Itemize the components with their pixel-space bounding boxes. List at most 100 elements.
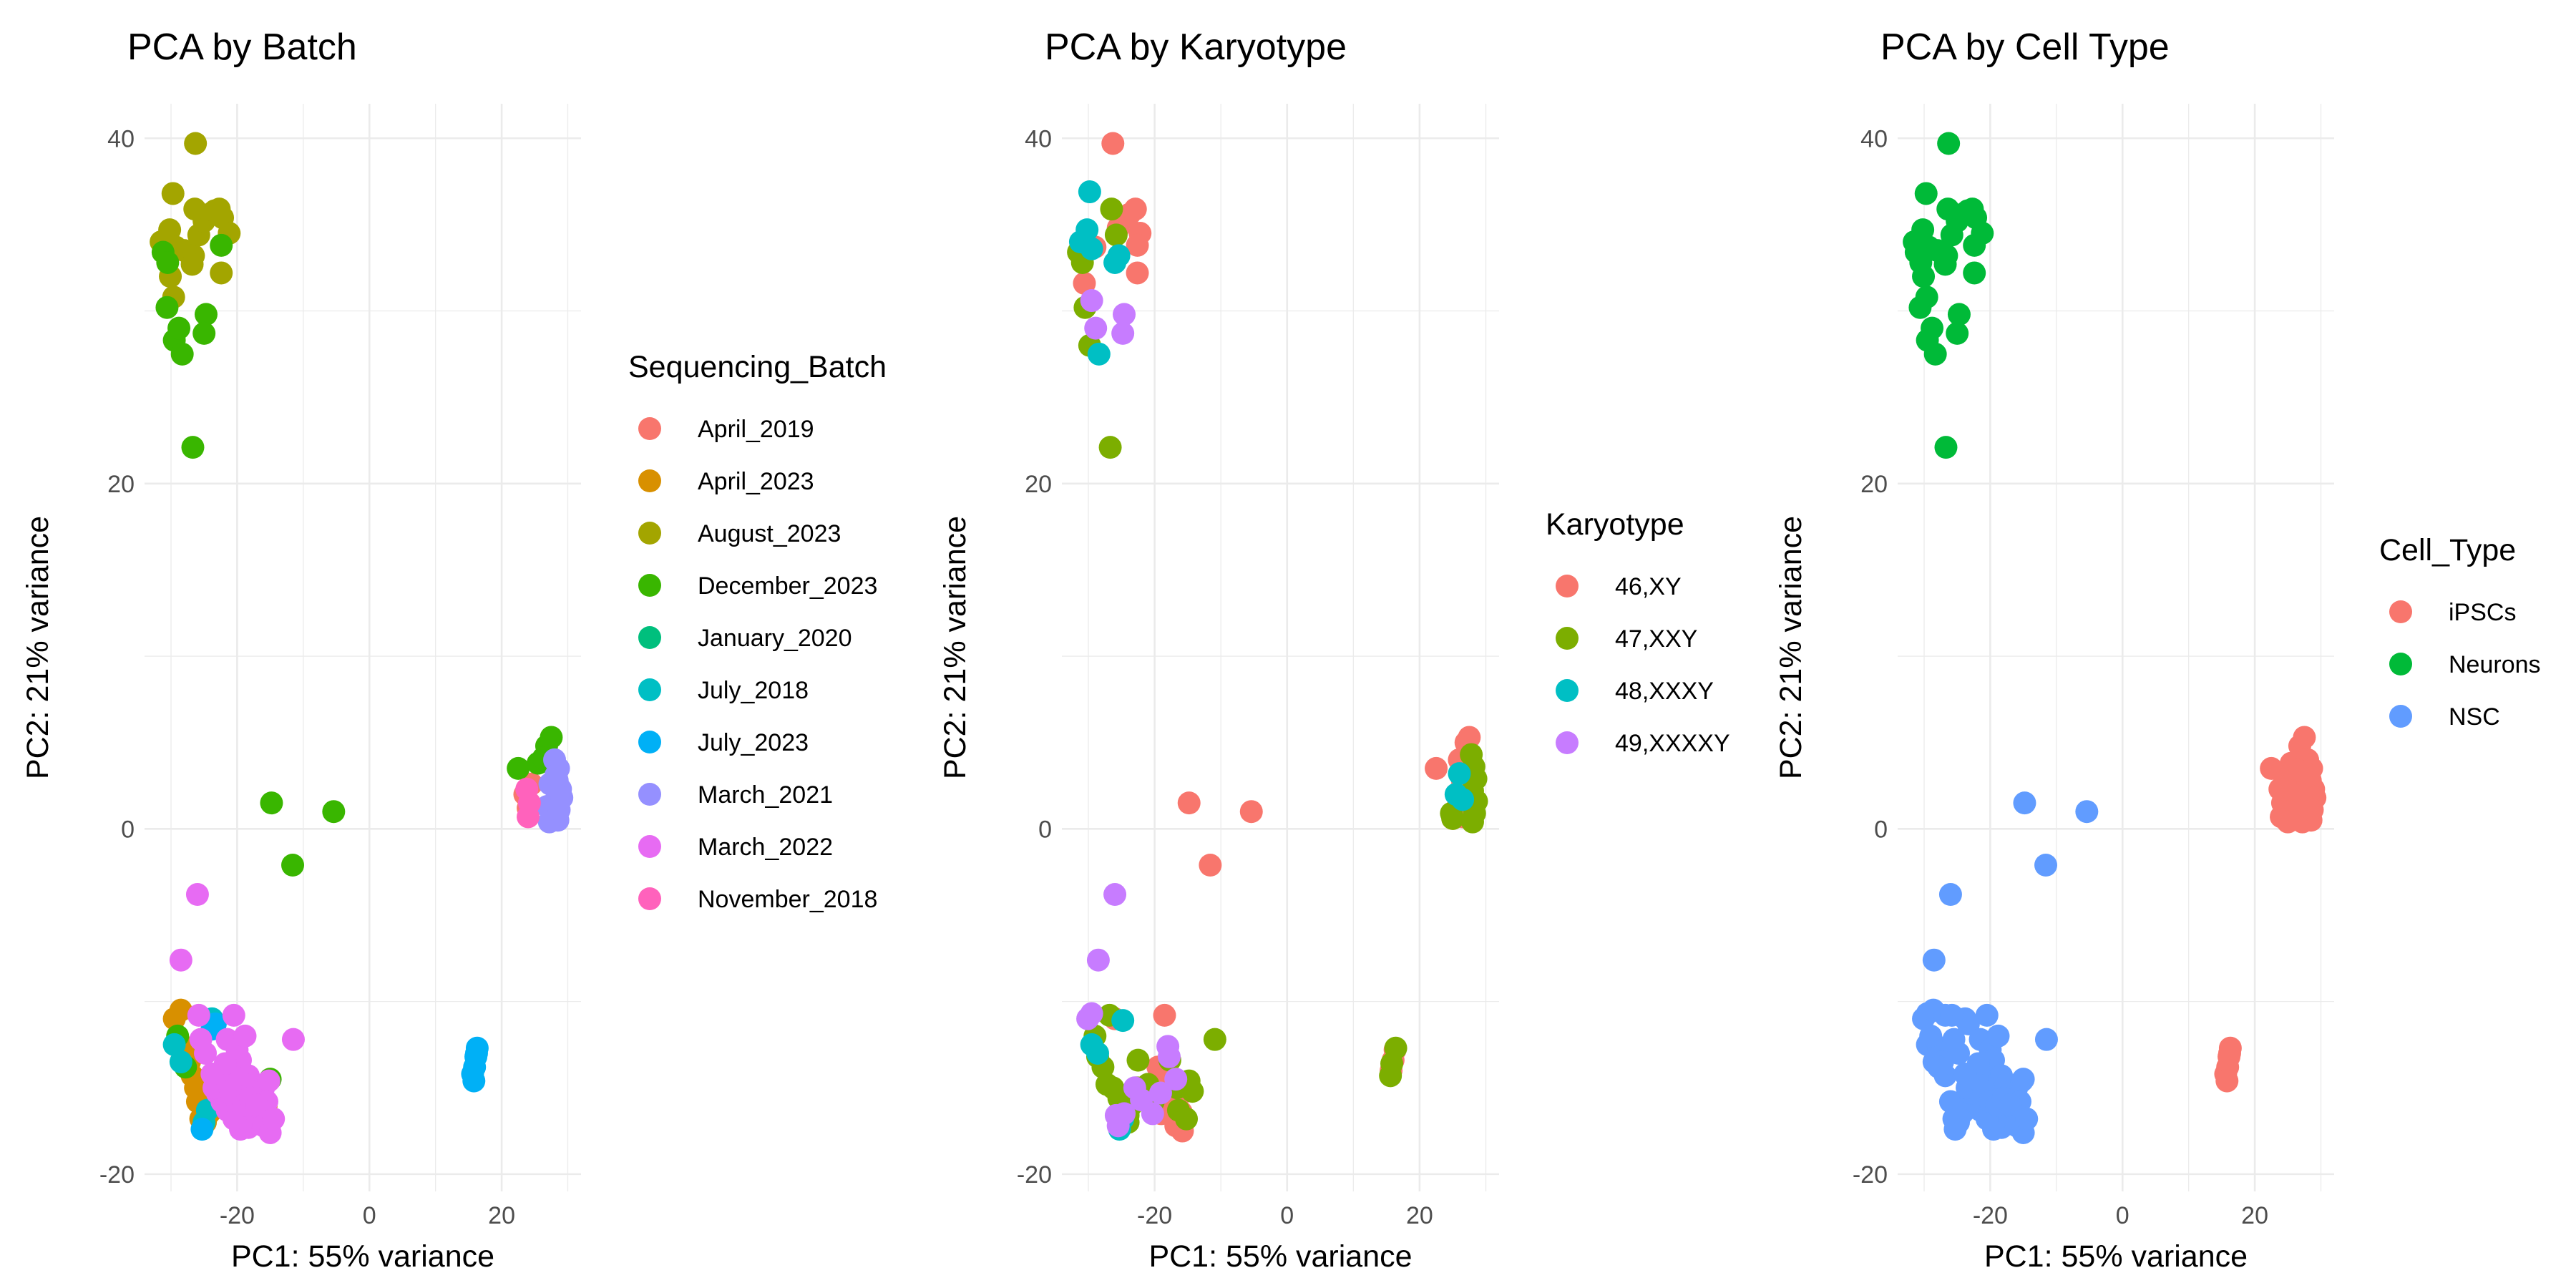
data-point [1239, 800, 1263, 824]
data-points [150, 132, 574, 1144]
data-point [169, 948, 192, 972]
legend-key [1556, 575, 1579, 597]
data-point [1153, 1003, 1176, 1027]
legend-key [1556, 731, 1579, 754]
y-tick-label: 20 [1025, 471, 1052, 498]
data-point [1157, 1045, 1181, 1068]
data-point [1141, 1102, 1164, 1126]
data-point [1458, 726, 1481, 749]
x-tick-label: 0 [1280, 1202, 1294, 1229]
chart-title: PCA by Cell Type [1880, 26, 2170, 68]
data-point [2011, 1068, 2035, 1091]
data-point [1080, 1002, 1103, 1025]
legend-label: January_2020 [698, 625, 852, 652]
data-point [245, 1093, 269, 1117]
data-point [1086, 948, 1110, 972]
data-point [281, 854, 305, 877]
data-point [1927, 1055, 1951, 1079]
legend-key [2389, 705, 2412, 728]
data-point [189, 1028, 213, 1051]
data-point [185, 883, 209, 907]
data-point [462, 1069, 486, 1093]
data-point [1938, 883, 1962, 907]
data-point [210, 233, 233, 257]
data-point [1975, 1003, 1999, 1027]
data-point [2301, 798, 2324, 821]
data-point [181, 436, 205, 459]
legend-key [638, 574, 661, 597]
data-point [281, 1028, 305, 1051]
data-point [1126, 1048, 1150, 1072]
y-tick-label: -20 [99, 1161, 135, 1189]
y-tick-label: -20 [1853, 1161, 1888, 1189]
y-tick-label: 0 [1038, 816, 1052, 843]
legend-label: April_2019 [698, 416, 814, 443]
data-point [544, 763, 567, 787]
data-point [1936, 197, 1960, 221]
data-point [162, 1033, 186, 1056]
x-tick-label: 20 [1406, 1202, 1433, 1229]
legend-label: August_2023 [698, 520, 841, 547]
data-point [1103, 250, 1127, 274]
y-tick-label: 0 [1874, 816, 1888, 843]
data-point [1104, 223, 1128, 247]
y-tick-label: 40 [107, 125, 135, 152]
data-points [1067, 132, 1488, 1143]
legend-key [638, 835, 661, 858]
legend-label: November_2018 [698, 886, 877, 913]
legend-label: July_2023 [698, 729, 809, 756]
legend: Cell_Type iPSCs Neurons NSC [2379, 533, 2541, 731]
data-point [194, 303, 218, 326]
legend-label: March_2022 [698, 834, 833, 861]
data-point [169, 1050, 192, 1074]
data-point [1460, 810, 1484, 834]
data-point [322, 800, 346, 824]
data-point [2215, 1069, 2239, 1093]
data-point [1148, 1081, 1172, 1105]
legend-key [638, 626, 661, 649]
grid [145, 104, 581, 1191]
data-point [1080, 289, 1103, 313]
data-point [161, 182, 185, 205]
data-point [1425, 756, 1448, 780]
data-point [170, 342, 194, 366]
y-tick-label: 0 [121, 816, 135, 843]
data-point [1908, 296, 1932, 319]
legend-key [638, 469, 661, 492]
data-point [2293, 726, 2316, 749]
y-axis-title: PC2: 21% variance [1774, 516, 1808, 779]
x-tick-label: 0 [2116, 1202, 2129, 1229]
data-point [1075, 218, 1099, 242]
legend-key [638, 417, 661, 440]
data-point [233, 1024, 257, 1048]
data-point [1448, 762, 1471, 786]
data-points [1903, 132, 2327, 1144]
data-point [1111, 1009, 1135, 1033]
data-point [1937, 132, 1961, 155]
data-point [2286, 758, 2310, 782]
data-point [1933, 253, 1957, 276]
legend: Sequencing_Batch April_2019 April_2023 Augu… [628, 350, 887, 913]
legend-title: Cell_Type [2379, 533, 2516, 567]
data-point [1942, 1028, 1966, 1051]
data-point [1084, 316, 1108, 340]
data-point [184, 132, 208, 155]
x-tick-label: 0 [363, 1202, 376, 1229]
data-point [1100, 197, 1123, 221]
legend-label: March_2021 [698, 781, 833, 809]
chart-title: PCA by Batch [127, 26, 357, 68]
legend-key [1556, 679, 1579, 702]
data-point [1113, 303, 1136, 326]
data-point [2276, 810, 2300, 834]
data-point [547, 798, 571, 821]
data-point [1953, 1062, 1977, 1085]
data-point [1921, 316, 1944, 340]
x-tick-label: 20 [488, 1202, 515, 1229]
data-point [169, 998, 192, 1022]
legend-label: 49,XXXXY [1615, 730, 1730, 757]
legend-label: 48,XXXY [1615, 678, 1714, 705]
data-point [1177, 791, 1201, 815]
legend-label: July_2018 [698, 677, 809, 704]
data-point [1946, 321, 1969, 345]
